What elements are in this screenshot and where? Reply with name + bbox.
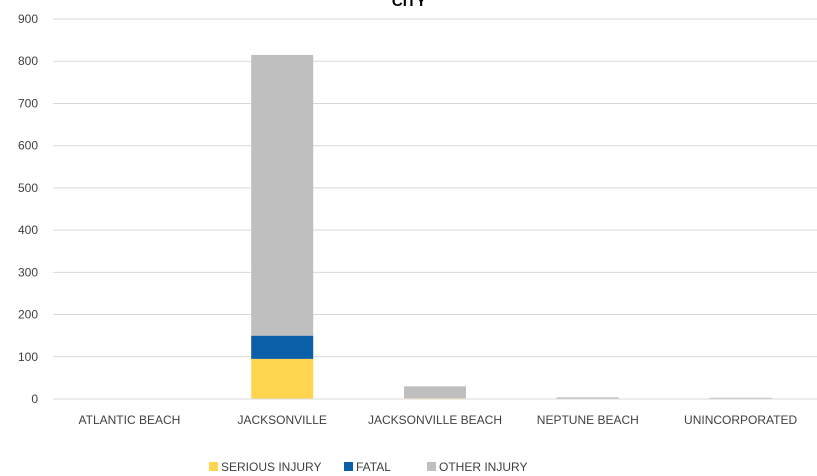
bar-segment-other-injury — [709, 397, 772, 399]
legend-label: OTHER INJURY — [439, 460, 527, 474]
bar-segment-serious-injury — [251, 358, 314, 399]
y-tick-label: 700 — [18, 96, 38, 110]
legend-swatch — [344, 462, 353, 471]
y-tick-label: 600 — [18, 139, 38, 153]
x-tick-label: NEPTUNE BEACH — [537, 413, 639, 427]
legend-label: FATAL — [356, 460, 391, 474]
y-tick-label: 500 — [18, 181, 38, 195]
y-tick-label: 100 — [18, 350, 38, 364]
y-tick-label: 0 — [31, 392, 38, 406]
x-tick-label: JACKSONVILLE — [238, 413, 327, 427]
y-tick-label: 800 — [18, 54, 38, 68]
gridlines — [53, 18, 817, 358]
y-tick-label: 200 — [18, 308, 38, 322]
y-axis-ticks: 0 100 200 300 400 500 600 700 800 900 — [18, 12, 38, 406]
legend-swatch — [427, 462, 436, 471]
y-tick-label: 900 — [18, 12, 38, 26]
x-tick-label: JACKSONVILLE BEACH — [368, 413, 502, 427]
x-tick-label: ATLANTIC BEACH — [79, 413, 181, 427]
x-tick-label: UNINCORPORATED — [684, 413, 797, 427]
bar-segment-fatal — [251, 335, 314, 359]
chart-title: CITY — [392, 0, 426, 10]
legend-label: SERIOUS INJURY — [221, 460, 321, 474]
y-tick-label: 400 — [18, 223, 38, 237]
y-tick-label: 300 — [18, 265, 38, 279]
bar-segment-other-injury — [404, 386, 466, 399]
bar-segment-other-injury — [556, 397, 619, 399]
bars — [98, 54, 772, 400]
bar-segment-other-injury — [251, 54, 314, 336]
x-axis-ticks: ATLANTIC BEACH JACKSONVILLE JACKSONVILLE B… — [79, 413, 798, 427]
legend: SERIOUS INJURY FATAL OTHER INJURY — [209, 460, 527, 474]
legend-swatch — [209, 462, 218, 471]
